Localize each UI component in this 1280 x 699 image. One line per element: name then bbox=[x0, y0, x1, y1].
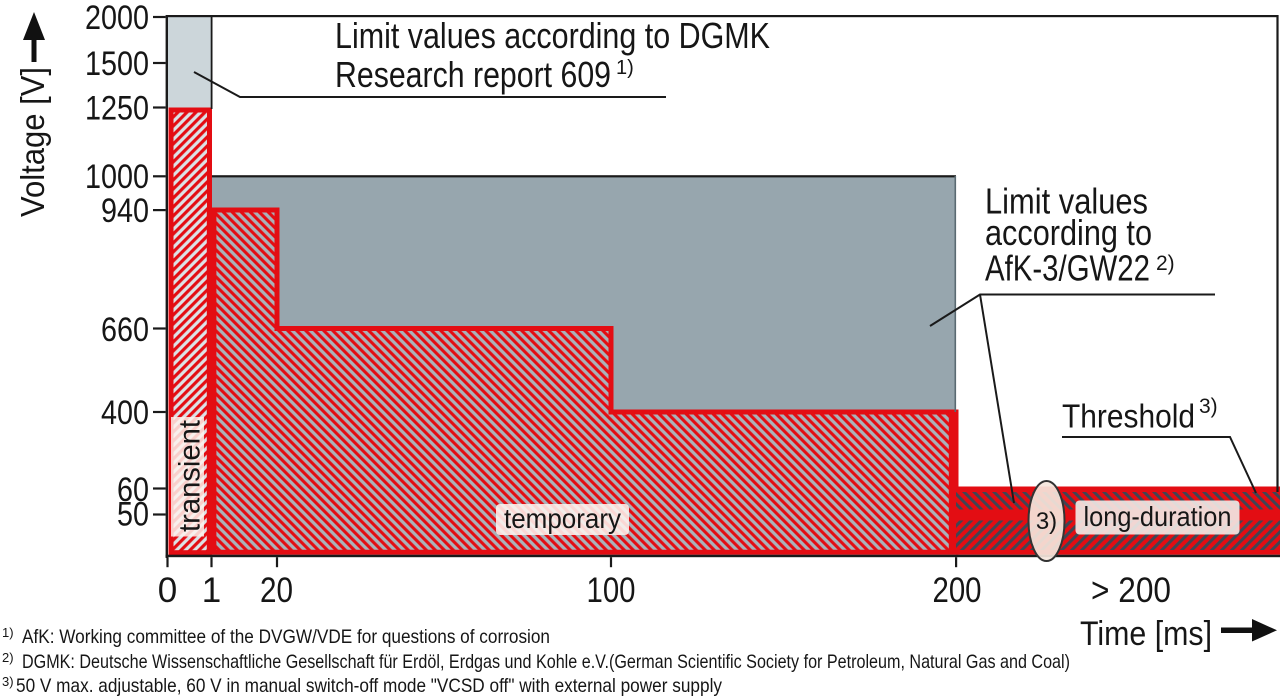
svg-text:1000: 1000 bbox=[85, 158, 149, 196]
svg-text:1): 1) bbox=[2, 625, 14, 640]
svg-text:long-duration: long-duration bbox=[1084, 501, 1232, 532]
svg-text:3): 3) bbox=[1199, 395, 1218, 418]
svg-text:1250: 1250 bbox=[85, 90, 149, 128]
svg-text:100: 100 bbox=[587, 571, 636, 610]
svg-text:60: 60 bbox=[117, 471, 149, 509]
svg-text:AfK-3/GW22: AfK-3/GW22 bbox=[985, 247, 1150, 288]
svg-text:AfK: Working committee of the: AfK: Working committee of the DVGW/VDE f… bbox=[22, 626, 550, 648]
svg-text:3): 3) bbox=[1036, 508, 1057, 535]
svg-text:Limit values according to DGMK: Limit values according to DGMK bbox=[335, 15, 770, 56]
svg-text:50: 50 bbox=[117, 496, 149, 534]
svg-text:transient: transient bbox=[174, 419, 207, 532]
svg-text:> 200: > 200 bbox=[1091, 571, 1171, 610]
svg-text:temporary: temporary bbox=[504, 503, 621, 534]
svg-text:Time [ms]: Time [ms] bbox=[1080, 615, 1212, 653]
svg-text:0: 0 bbox=[158, 571, 177, 610]
svg-text:3): 3) bbox=[2, 674, 14, 689]
svg-text:2000: 2000 bbox=[85, 0, 149, 37]
svg-text:660: 660 bbox=[101, 311, 149, 349]
svg-text:Research report 609: Research report 609 bbox=[335, 54, 611, 95]
svg-text:200: 200 bbox=[933, 571, 982, 610]
svg-text:2): 2) bbox=[1156, 252, 1175, 275]
svg-text:2): 2) bbox=[2, 650, 14, 665]
svg-text:400: 400 bbox=[101, 394, 149, 432]
svg-text:Voltage [V]: Voltage [V] bbox=[14, 67, 51, 217]
svg-text:Threshold: Threshold bbox=[1062, 398, 1195, 435]
svg-text:940: 940 bbox=[101, 192, 149, 230]
svg-text:according to: according to bbox=[985, 212, 1152, 253]
svg-text:1): 1) bbox=[616, 57, 634, 79]
svg-text:20: 20 bbox=[260, 571, 293, 610]
svg-text:50 V max. adjustable, 60 V in: 50 V max. adjustable, 60 V in manual swi… bbox=[16, 675, 722, 697]
svg-text:DGMK: Deutsche Wissenschaftlic: DGMK: Deutsche Wissenschaftliche Gesells… bbox=[22, 651, 1070, 673]
svg-text:1: 1 bbox=[202, 571, 221, 610]
svg-text:1500: 1500 bbox=[85, 45, 149, 83]
svg-text:Limit values: Limit values bbox=[985, 180, 1148, 221]
